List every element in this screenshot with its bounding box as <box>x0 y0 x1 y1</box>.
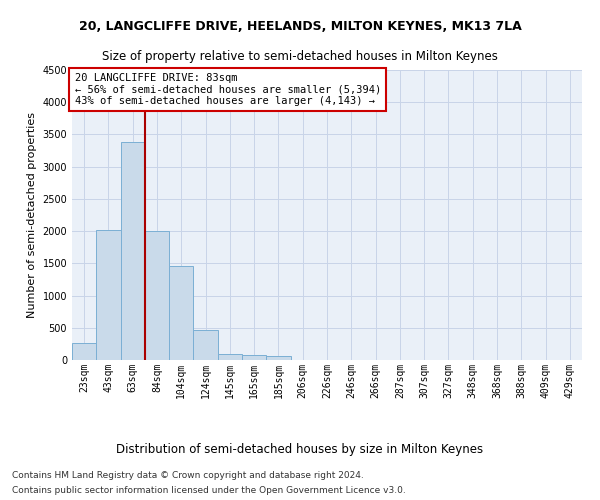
Y-axis label: Number of semi-detached properties: Number of semi-detached properties <box>27 112 37 318</box>
Bar <box>145 231 169 360</box>
Bar <box>193 330 218 360</box>
Text: Contains HM Land Registry data © Crown copyright and database right 2024.: Contains HM Land Registry data © Crown c… <box>12 471 364 480</box>
Text: Contains public sector information licensed under the Open Government Licence v3: Contains public sector information licen… <box>12 486 406 495</box>
Text: 20 LANGCLIFFE DRIVE: 83sqm
← 56% of semi-detached houses are smaller (5,394)
43%: 20 LANGCLIFFE DRIVE: 83sqm ← 56% of semi… <box>74 73 381 106</box>
Text: Size of property relative to semi-detached houses in Milton Keynes: Size of property relative to semi-detach… <box>102 50 498 63</box>
Text: Distribution of semi-detached houses by size in Milton Keynes: Distribution of semi-detached houses by … <box>116 442 484 456</box>
Bar <box>242 356 266 360</box>
Bar <box>72 342 96 360</box>
Bar <box>169 266 193 360</box>
Bar <box>121 142 145 360</box>
Text: 20, LANGCLIFFE DRIVE, HEELANDS, MILTON KEYNES, MK13 7LA: 20, LANGCLIFFE DRIVE, HEELANDS, MILTON K… <box>79 20 521 33</box>
Bar <box>266 356 290 360</box>
Bar <box>218 354 242 360</box>
Bar <box>96 230 121 360</box>
